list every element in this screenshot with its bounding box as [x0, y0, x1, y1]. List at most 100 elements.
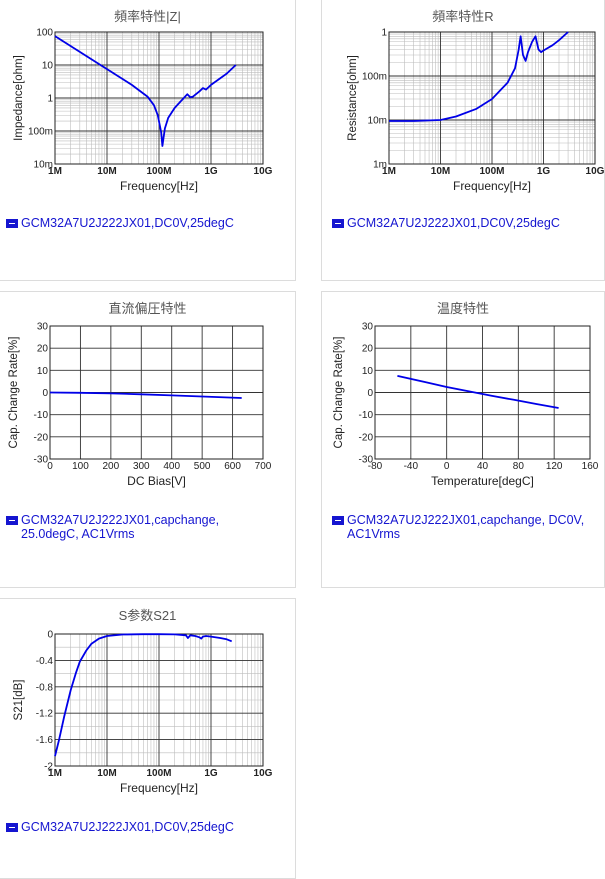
x-tick-label: 10G — [254, 768, 273, 779]
legend-swatch-icon — [6, 516, 18, 525]
y-axis-label: Impedance[ohm] — [13, 55, 25, 141]
y-axis-label: S21[dB] — [13, 680, 25, 721]
y-tick-label: 10m — [368, 116, 387, 127]
series-line — [389, 31, 569, 122]
legend-swatch-icon — [6, 823, 18, 832]
chart-panel-temperature: 温度特性 -80 -40 0 40 80 120 160 -30 -20 -10 0 10 20 30 Te… — [321, 291, 605, 588]
x-tick-label: 0 — [47, 461, 53, 472]
x-tick-label: 10G — [254, 166, 273, 177]
y-tick-label: 1 — [47, 94, 53, 105]
x-axis-label: Temperature[degC] — [431, 474, 534, 488]
x-tick-label: 1G — [204, 768, 218, 779]
y-tick-label: 10 — [37, 366, 49, 377]
legend-label-cont: 25.0degC, AC1Vrms — [21, 527, 135, 541]
chart-title: 頻率特性R — [432, 9, 494, 24]
x-tick-label: 160 — [582, 461, 599, 472]
series-line — [49, 391, 242, 399]
plot-frame — [374, 325, 591, 460]
legend-swatch-icon — [332, 219, 344, 228]
y-tick-label: 30 — [362, 322, 374, 333]
x-tick-label: 300 — [133, 461, 150, 472]
x-tick-label: 1M — [48, 166, 62, 177]
legend-swatch-icon — [332, 516, 344, 525]
x-tick-label: 1M — [48, 768, 62, 779]
y-axis-label: Cap. Change Rate[%] — [333, 337, 345, 449]
legend-label: GCM32A7U2J222JX01,capchange, — [21, 513, 220, 527]
y-tick-label: 0 — [367, 388, 373, 399]
x-tick-label: 120 — [546, 461, 563, 472]
y-tick-label: 20 — [362, 344, 374, 355]
y-tick-label: -20 — [359, 432, 374, 443]
x-tick-label: -40 — [404, 461, 419, 472]
chart-title: 頻率特性|Z| — [114, 9, 181, 24]
chart-panel-impedance: 頻率特性|Z| 1M 10M 100M 1G 10G 10m 100m 1 10 100 Frequ… — [0, 0, 296, 281]
chart-legend[interactable]: GCM32A7U2J222JX01,capchange, 25.0degC, A… — [6, 513, 219, 541]
y-tick-label: 1 — [381, 28, 387, 39]
chart-legend[interactable]: GCM32A7U2J222JX01,DC0V,25degC — [6, 820, 234, 834]
y-tick-label: 100m — [28, 127, 53, 138]
y-tick-label: 0 — [42, 388, 48, 399]
chart-legend[interactable]: GCM32A7U2J222JX01,capchange, DC0V, AC1Vr… — [332, 513, 584, 541]
chart-title: S参数S21 — [118, 608, 177, 623]
x-tick-label: 10M — [97, 166, 116, 177]
y-tick-label: -1.2 — [36, 709, 54, 720]
y-tick-label: -0.8 — [36, 682, 54, 693]
chart-panel-resistance: 頻率特性R 1M 10M 100M 1G 10G 1m 10m 100m 1 Frequency[… — [321, 0, 605, 281]
legend-label-cont: AC1Vrms — [347, 527, 401, 541]
y-tick-label: -30 — [359, 455, 374, 466]
x-tick-label: 80 — [513, 461, 525, 472]
x-tick-label: 100M — [479, 166, 504, 177]
x-axis-label: Frequency[Hz] — [120, 179, 198, 193]
x-tick-label: -80 — [368, 461, 383, 472]
chart-title: 直流偏圧特性 — [108, 301, 187, 316]
x-tick-label: 200 — [103, 461, 120, 472]
dc-bias-plot: 0 100 200 300 400 500 600 700 -30 -20 -10 0 10 20 30 DC… — [8, 322, 272, 489]
y-tick-label: 0 — [47, 630, 53, 641]
series-line — [54, 633, 233, 757]
x-tick-label: 10M — [431, 166, 450, 177]
series-line — [397, 375, 559, 409]
temperature-plot: -80 -40 0 40 80 120 160 -30 -20 -10 0 10 20 30 Tempera… — [333, 322, 599, 489]
x-tick-label: 10M — [97, 768, 116, 779]
y-tick-label: 100m — [362, 72, 387, 83]
x-tick-label: 400 — [163, 461, 180, 472]
y-tick-label: 20 — [37, 344, 49, 355]
x-tick-label: 0 — [444, 461, 450, 472]
x-tick-label: 1G — [204, 166, 218, 177]
legend-swatch-icon — [6, 219, 18, 228]
chart-title: 温度特性 — [436, 301, 489, 316]
x-tick-label: 100M — [146, 768, 171, 779]
chart-legend[interactable]: GCM32A7U2J222JX01,DC0V,25degC — [6, 216, 234, 230]
y-tick-label: -30 — [34, 455, 49, 466]
y-tick-label: 10 — [362, 366, 374, 377]
impedance-plot: 1M 10M 100M 1G 10G 10m 100m 1 10 100 Frequency[Hz]… — [13, 28, 273, 194]
x-tick-label: 1G — [537, 166, 551, 177]
x-tick-label: 500 — [194, 461, 211, 472]
y-tick-label: 30 — [37, 322, 49, 333]
x-tick-label: 100M — [146, 166, 171, 177]
chart-panel-s21: S参数S21 1M 10M 100M 1G 10G -2 -1.6 -1.2 -0.8 -0.4 0… — [0, 598, 296, 879]
y-tick-label: -1.6 — [36, 735, 54, 746]
y-tick-label: 100 — [36, 28, 53, 39]
chart-panel-dc-bias: 直流偏圧特性 0 100 200 300 400 500 600 700 -30 -20 -10 0 1… — [0, 291, 296, 588]
y-tick-label: -10 — [359, 410, 374, 421]
x-tick-label: 10G — [586, 166, 605, 177]
x-axis-label: Frequency[Hz] — [453, 179, 531, 193]
s21-plot: 1M 10M 100M 1G 10G -2 -1.6 -1.2 -0.8 -0.4 0 Frequen… — [13, 630, 273, 796]
legend-label: GCM32A7U2J222JX01,capchange, DC0V, — [347, 513, 585, 527]
x-tick-label: 1M — [382, 166, 396, 177]
x-tick-label: 600 — [224, 461, 241, 472]
y-tick-label: 10 — [42, 61, 54, 72]
y-axis-label: Cap. Change Rate[%] — [8, 337, 20, 449]
y-tick-label: 1m — [373, 160, 387, 171]
legend-label: GCM32A7U2J222JX01,DC0V,25degC — [21, 820, 234, 834]
y-tick-label: -2 — [44, 762, 53, 773]
x-axis-label: DC Bias[V] — [127, 474, 186, 488]
y-tick-label: -10 — [34, 410, 49, 421]
x-axis-label: Frequency[Hz] — [120, 781, 198, 795]
legend-label: GCM32A7U2J222JX01,DC0V,25degC — [21, 216, 234, 230]
y-tick-label: 10m — [34, 160, 53, 171]
chart-legend[interactable]: GCM32A7U2J222JX01,DC0V,25degC — [332, 216, 560, 230]
legend-label: GCM32A7U2J222JX01,DC0V,25degC — [347, 216, 560, 230]
plot-frame — [54, 31, 264, 165]
